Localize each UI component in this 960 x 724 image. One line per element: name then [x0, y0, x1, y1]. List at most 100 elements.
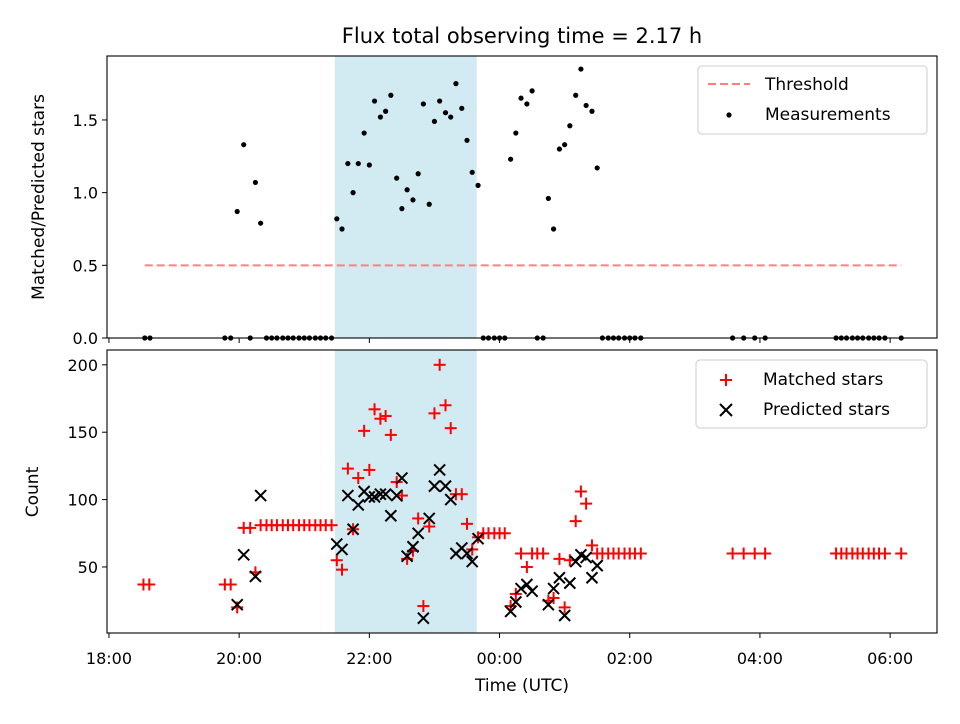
- predicted-star-point: [579, 551, 593, 564]
- matched-star-point: [439, 399, 452, 412]
- measurement-point: [252, 179, 259, 186]
- predicted-star-point: [585, 571, 599, 584]
- measurement-point: [415, 171, 421, 177]
- observing-span-rect: [334, 350, 477, 633]
- measurement-point: [562, 142, 568, 148]
- measurement-point: [518, 95, 524, 101]
- matched-star-point: [368, 403, 381, 416]
- top-panel: 0.0 0.5 1.0 1.5 Matched/Predicted stars Thr…: [29, 55, 938, 348]
- matched-star-point: [460, 517, 473, 530]
- predicted-star-point: [439, 479, 452, 493]
- predicted-star-point: [460, 547, 474, 560]
- matched-star-point: [374, 412, 387, 425]
- matched-star-point: [515, 547, 528, 560]
- measurement-point: [394, 175, 400, 181]
- matched-star-point: [363, 463, 376, 476]
- legend-matched-swatch: [720, 374, 732, 386]
- measurement-point: [594, 165, 600, 171]
- predicted-star-point: [471, 532, 485, 545]
- predicted-star-point: [569, 555, 582, 568]
- matched-star-point: [759, 547, 772, 560]
- matched-star-point: [558, 601, 571, 614]
- bottom-y-label: Count: [23, 466, 43, 517]
- matched-star-point: [244, 521, 257, 534]
- predicted-star-point: [230, 598, 244, 611]
- measurement-point: [550, 226, 557, 232]
- matched-star-point: [341, 462, 354, 475]
- top-y-tick-label: 1.5: [73, 111, 98, 130]
- predicted-star-point: [254, 489, 267, 502]
- matched-star-point: [384, 428, 397, 441]
- predicted-star-point: [553, 571, 566, 584]
- x-tick-label: 06:00: [867, 649, 913, 668]
- x-tick-label: 18:00: [86, 649, 132, 668]
- measurement-point: [464, 137, 470, 143]
- measurement-point: [388, 92, 394, 98]
- measurement-point: [334, 216, 340, 222]
- matched-star-point: [330, 554, 343, 567]
- predicted-star-point: [341, 489, 355, 502]
- predicted-star-point: [558, 609, 571, 622]
- top-y-label: Matched/Predicted stars: [29, 94, 49, 300]
- matched-star-point: [325, 519, 338, 532]
- matched-star-point: [336, 563, 349, 576]
- predicted-star-point: [374, 487, 387, 501]
- x-tick-label: 04:00: [737, 649, 783, 668]
- measurement-point: [459, 105, 465, 111]
- top-y-tick-label: 0.5: [73, 256, 98, 275]
- measurement-point: [399, 206, 405, 212]
- legend-measurements-swatch: [726, 112, 732, 118]
- legend-predicted-swatch: [719, 403, 733, 417]
- top-legend: Threshold Measurements: [697, 65, 928, 135]
- matched-star-point: [428, 407, 441, 420]
- bottom-legend-box: [695, 359, 928, 429]
- measurement-point: [442, 110, 449, 116]
- matched-star-point: [726, 547, 739, 560]
- predicted-star-point: [514, 582, 528, 595]
- measurement-point: [469, 169, 475, 175]
- measurement-point: [529, 88, 535, 94]
- observing-span-bottom: [334, 350, 477, 633]
- predicted-star-point: [423, 512, 436, 525]
- measurement-point: [420, 101, 426, 107]
- predicted-star-point: [563, 576, 577, 590]
- bottom-legend: Matched stars Predicted stars: [695, 359, 928, 429]
- matched-star-point: [585, 539, 598, 552]
- measurement-point: [339, 226, 345, 232]
- matched-star-point: [520, 560, 533, 573]
- measurement-point: [366, 162, 372, 168]
- matched-star-point: [574, 485, 587, 498]
- matched-star-point: [444, 422, 457, 435]
- matched-star-point: [455, 488, 468, 501]
- bottom-panel: 50 100 150 200 18:00 20:00 22:00 00:00 02:00 04:…: [23, 349, 938, 696]
- measurement-point: [355, 160, 361, 167]
- top-y-tick-label: 1.0: [73, 184, 98, 203]
- measurement-point: [371, 98, 378, 104]
- bottom-y-axis: 50 100 150 200: [67, 356, 107, 577]
- predicted-star-point: [428, 479, 441, 493]
- predicted-star-point: [395, 471, 409, 485]
- measurement-point: [431, 118, 438, 125]
- matched-star-point: [748, 547, 761, 560]
- predicted-star-point: [249, 570, 262, 583]
- matched-star-point: [224, 578, 237, 591]
- matched-star-point: [433, 358, 446, 371]
- matched-star-point: [143, 578, 156, 591]
- legend-threshold-label: Threshold: [764, 75, 849, 95]
- matched-star-point: [417, 600, 430, 613]
- measurement-point: [578, 66, 584, 72]
- matched-star-point: [423, 520, 436, 533]
- measurement-point: [437, 98, 443, 104]
- measurement-point: [567, 123, 573, 129]
- x-tick-label: 20:00: [216, 649, 262, 668]
- matched-star-point: [352, 472, 365, 485]
- matched-star-point: [498, 527, 511, 540]
- matched-star-point: [569, 515, 582, 528]
- measurement-point: [475, 182, 481, 188]
- measurement-point: [350, 190, 356, 196]
- x-tick-label: 00:00: [476, 649, 522, 668]
- measurement-point: [513, 130, 519, 136]
- legend-measurements-label: Measurements: [765, 105, 891, 125]
- measurement-point: [448, 114, 454, 120]
